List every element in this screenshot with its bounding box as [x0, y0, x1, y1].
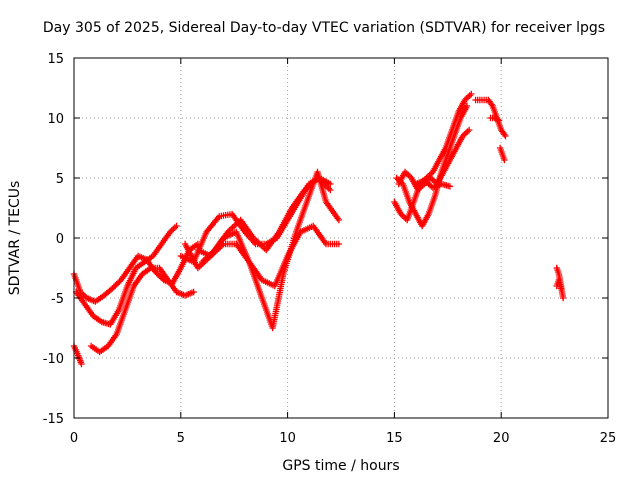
data-series-track-17	[553, 276, 565, 292]
y-tick-label: 5	[56, 172, 64, 187]
x-tick-label: 20	[493, 431, 510, 446]
data-point	[494, 116, 501, 123]
data-series-track-12	[412, 177, 454, 191]
y-tick-label: 10	[47, 112, 64, 127]
data-series-track-8	[198, 174, 334, 266]
grid	[74, 58, 608, 418]
y-tick-label: 0	[56, 232, 64, 247]
data-series-track-2	[72, 222, 180, 328]
data-point	[154, 271, 162, 278]
x-tick-label: 25	[600, 431, 617, 446]
data-point	[495, 117, 503, 124]
data-point	[173, 222, 180, 230]
x-axis-label: GPS time / hours	[282, 458, 399, 474]
y-tick-label: -15	[43, 412, 64, 427]
series-layer	[70, 90, 567, 368]
data-point	[190, 288, 197, 296]
y-axis-label: SDTVAR / TECUs	[7, 181, 23, 296]
data-series-track-6	[181, 168, 343, 332]
axis-ticks: 0 5 10 15 20 25 -15 -10 -5 0 5 10 15	[43, 52, 617, 446]
data-series-track-4	[70, 342, 85, 368]
data-series-track-11	[395, 126, 473, 194]
data-series-track-7	[194, 222, 343, 290]
data-series-track-10	[393, 102, 471, 230]
data-point	[110, 283, 118, 291]
y-tick-label: -5	[51, 292, 64, 307]
data-point	[112, 282, 119, 289]
data-point	[446, 183, 454, 190]
data-point	[327, 180, 334, 188]
data-point	[114, 279, 122, 286]
y-tick-label: 15	[47, 52, 64, 67]
data-point	[463, 102, 471, 110]
x-tick-label: 10	[279, 431, 296, 446]
data-point	[153, 269, 160, 277]
data-point	[559, 294, 567, 302]
x-tick-label: 15	[386, 431, 403, 446]
x-tick-label: 0	[70, 431, 78, 446]
data-series-track-15	[496, 144, 508, 164]
data-point	[465, 126, 473, 134]
data-series-track-14	[487, 114, 503, 124]
data-point	[78, 360, 85, 368]
data-series-track-3	[87, 264, 197, 356]
data-point	[113, 281, 120, 288]
data-point	[327, 186, 334, 194]
data-point	[502, 132, 509, 140]
data-point	[156, 272, 163, 279]
data-point	[335, 216, 343, 224]
data-point	[468, 90, 475, 98]
chart-title: Day 305 of 2025, Sidereal Day-to-day VTE…	[43, 20, 605, 36]
data-point	[557, 285, 565, 292]
y-tick-label: -10	[43, 352, 64, 367]
data-point	[501, 156, 508, 164]
data-point	[109, 285, 116, 292]
data-point	[335, 240, 343, 248]
data-series-track-9	[391, 90, 475, 224]
x-tick-label: 5	[177, 431, 185, 446]
